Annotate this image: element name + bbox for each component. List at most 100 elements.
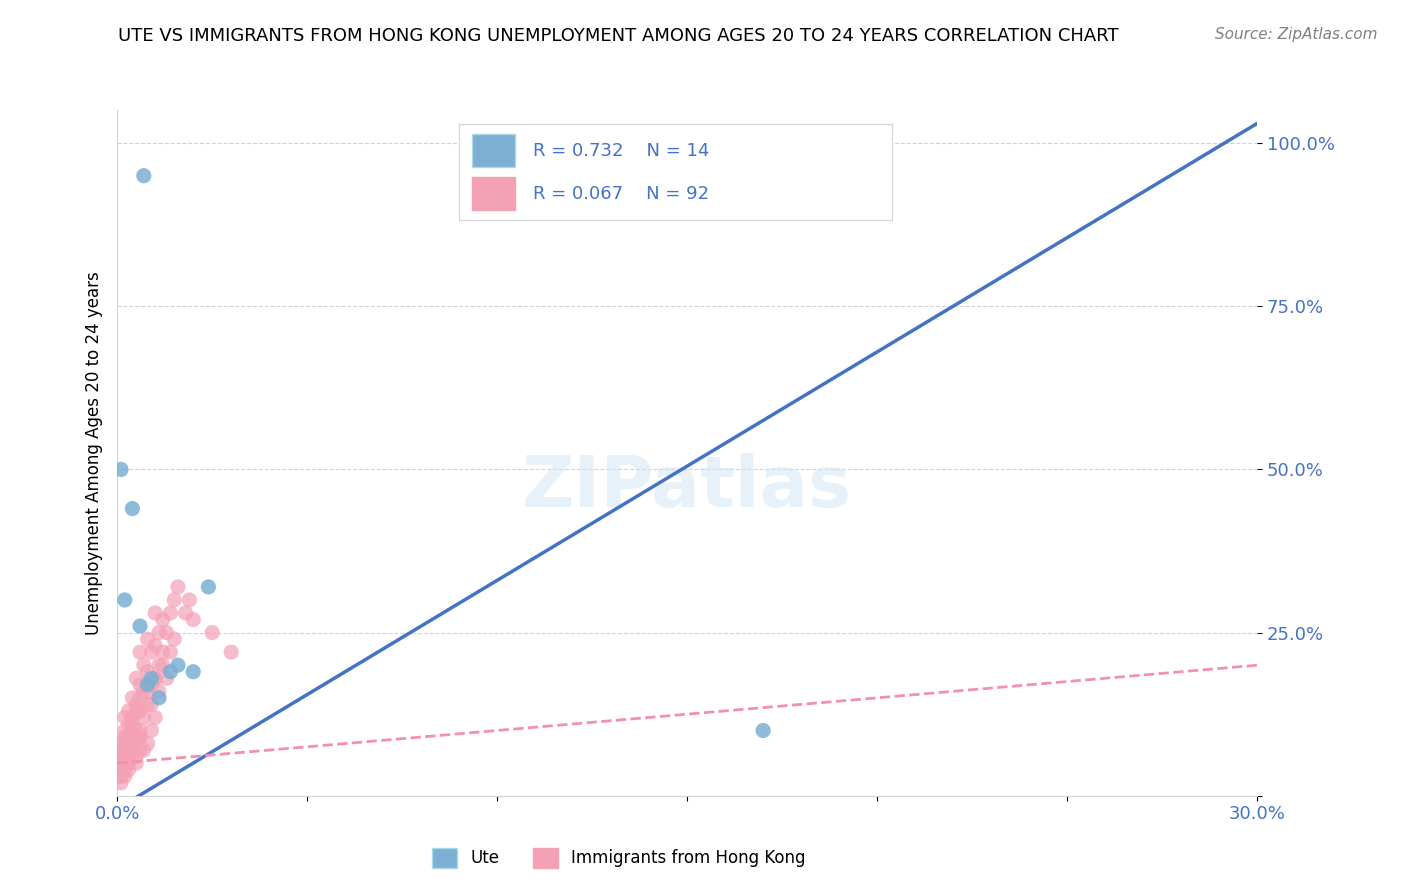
Point [148,658,170,673]
Text: Source: ZipAtlas.com: Source: ZipAtlas.com [1215,27,1378,42]
Point [125,756,148,771]
Point [163,593,186,607]
Point [143,710,166,724]
Point [114,743,136,757]
Point [110,756,132,771]
Point [110,763,132,777]
Point [201,625,224,640]
Point [828,129,851,144]
Point [117,704,139,718]
Point [117,749,139,764]
Point [159,665,181,679]
Point [117,743,139,757]
Point [152,645,174,659]
Point [125,698,148,712]
Point [159,606,181,620]
Point [155,671,177,685]
Point [125,730,148,744]
Point [129,730,152,744]
Point [121,737,143,751]
Point [129,723,152,738]
Point [125,749,148,764]
Point [114,756,136,771]
Point [114,730,136,744]
Point [129,690,152,705]
Point [114,756,136,771]
Point [143,639,166,653]
Point [110,737,132,751]
Point [163,632,186,646]
Point [752,723,775,738]
Point [110,462,132,476]
Point [117,730,139,744]
Point [143,606,166,620]
Point [114,737,136,751]
Point [121,710,143,724]
Point [132,710,155,724]
Point [125,723,148,738]
Point [136,737,159,751]
Text: ZIPatlas: ZIPatlas [522,453,852,522]
Point [114,763,136,777]
Point [148,684,170,698]
Point [141,698,163,712]
Point [121,717,143,731]
Point [132,684,155,698]
Point [117,763,139,777]
Point [117,717,139,731]
Point [181,613,204,627]
Point [129,678,152,692]
Point [179,593,201,607]
Point [159,645,181,659]
Point [114,723,136,738]
Point [114,763,136,777]
Point [125,704,148,718]
Point [143,671,166,685]
Point [136,698,159,712]
Point [181,665,204,679]
Point [110,749,132,764]
Point [114,749,136,764]
Point [141,678,163,692]
Point [143,671,166,685]
Point [136,678,159,692]
Point [167,580,190,594]
Point [117,737,139,751]
Point [129,730,152,744]
Point [121,737,143,751]
Point [110,743,132,757]
Point [121,723,143,738]
Point [110,775,132,789]
Point [110,769,132,783]
Point [152,658,174,673]
Point [121,501,143,516]
Point [129,743,152,757]
Point [117,743,139,757]
Point [132,658,155,673]
Point [110,749,132,764]
Point [141,645,163,659]
Point [114,710,136,724]
Point [152,613,174,627]
Point [121,690,143,705]
Point [167,658,190,673]
Point [141,723,163,738]
Point [110,769,132,783]
Point [141,671,163,685]
Point [110,763,132,777]
Point [129,619,152,633]
Point [117,749,139,764]
Point [155,625,177,640]
Legend: Ute, Immigrants from Hong Kong: Ute, Immigrants from Hong Kong [425,841,813,875]
Point [117,749,139,764]
Point [129,704,152,718]
Point [132,743,155,757]
Point [148,625,170,640]
Point [197,580,219,594]
Point [114,593,136,607]
Point [136,665,159,679]
Point [174,606,197,620]
Point [114,769,136,783]
Point [121,743,143,757]
Point [117,756,139,771]
